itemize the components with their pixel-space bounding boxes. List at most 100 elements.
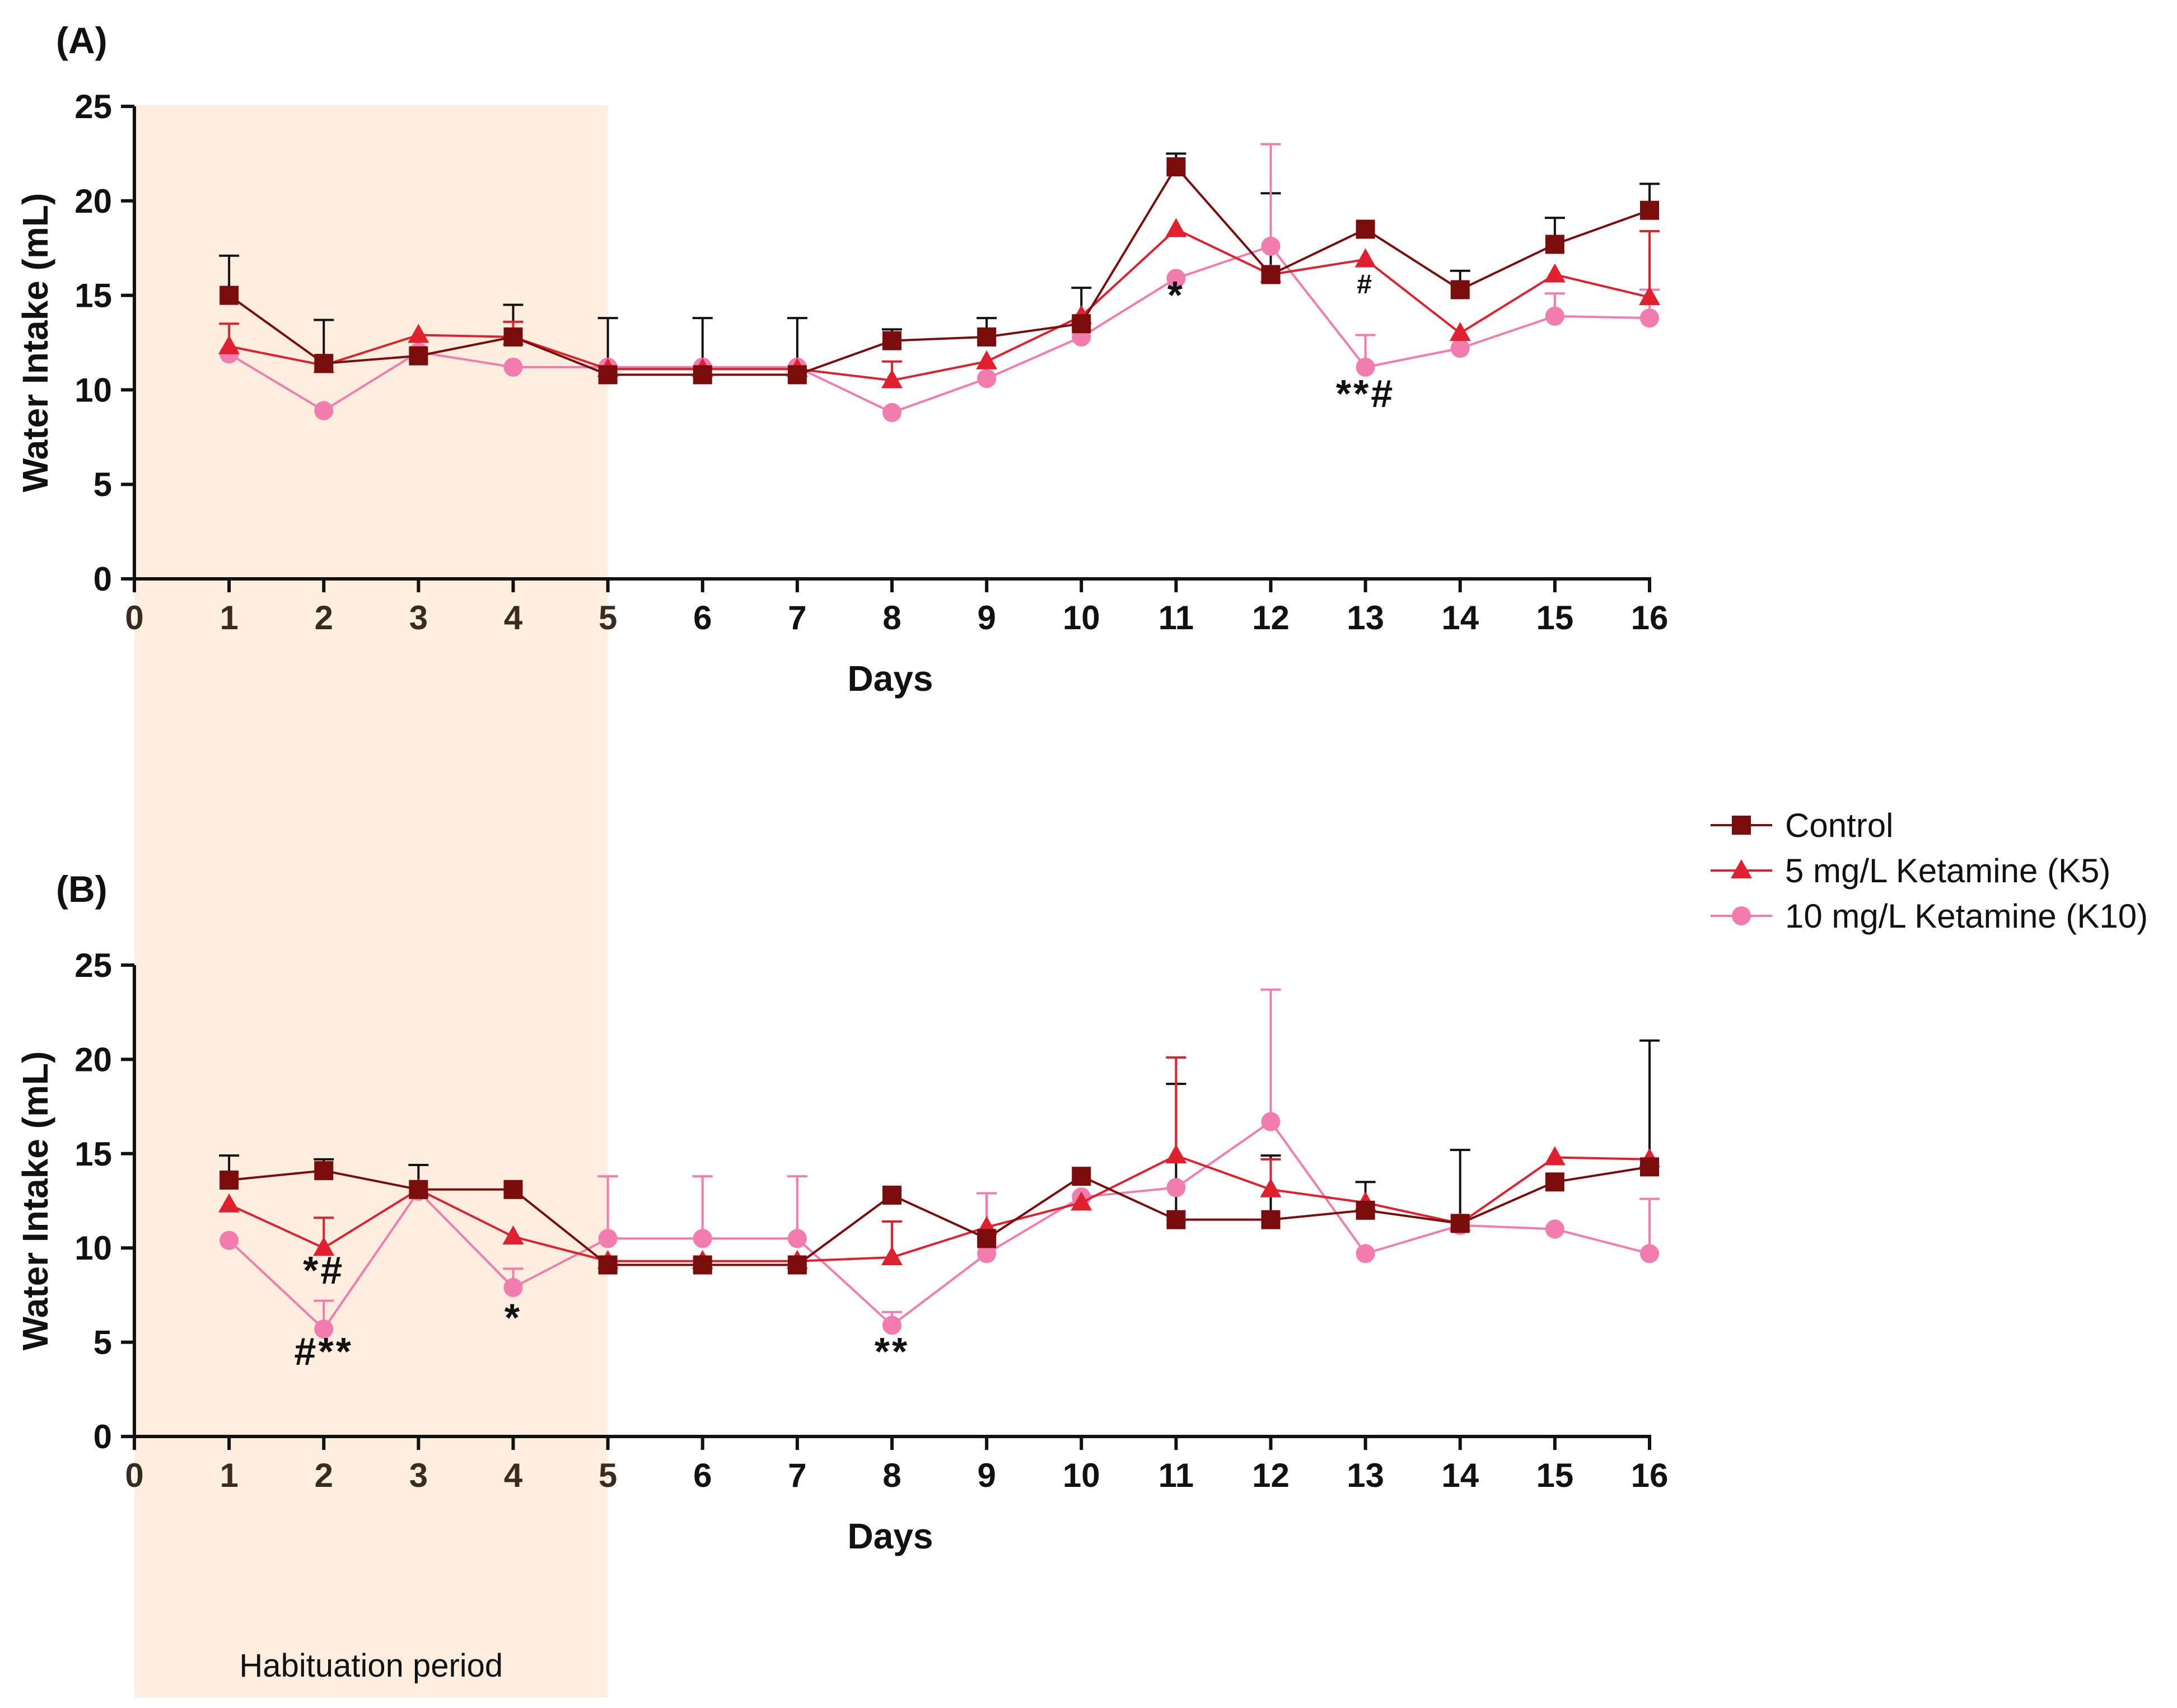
y-tick-label: 20 xyxy=(74,183,112,220)
data-point-control xyxy=(598,365,618,385)
x-tick-label: 8 xyxy=(882,599,901,637)
y-tick-label: 5 xyxy=(94,466,112,503)
x-tick-label: 9 xyxy=(977,599,996,637)
data-point-control xyxy=(1166,1210,1186,1229)
legend-label-k5: 5 mg/L Ketamine (K5) xyxy=(1785,852,2110,890)
x-tick-label: 4 xyxy=(504,599,523,637)
legend-marker-k5 xyxy=(1731,859,1752,878)
data-point-k10 xyxy=(882,403,901,422)
data-point-k10 xyxy=(1640,1244,1659,1264)
data-point-control xyxy=(787,1255,807,1275)
data-point-control xyxy=(1072,314,1091,334)
data-point-control xyxy=(882,1185,901,1205)
data-point-k10 xyxy=(1450,339,1470,358)
x-tick-label: 13 xyxy=(1347,1457,1384,1494)
data-point-k10 xyxy=(1261,1112,1281,1131)
x-tick-label: 3 xyxy=(409,599,428,637)
data-point-control xyxy=(787,365,807,385)
data-point-k5 xyxy=(218,335,240,354)
series-line-k5 xyxy=(228,228,1650,382)
y-tick-label: 5 xyxy=(94,1324,112,1361)
data-point-k10 xyxy=(1545,1219,1564,1239)
data-point-k10 xyxy=(1640,308,1659,328)
data-point-k5 xyxy=(408,324,429,343)
x-tick-label: 12 xyxy=(1252,599,1290,637)
significance-annotation: ** xyxy=(875,1330,909,1373)
x-axis-label: Days xyxy=(848,1516,933,1556)
x-tick-label: 2 xyxy=(315,1457,333,1494)
legend-label-control: Control xyxy=(1785,807,1893,844)
x-tick-label: 2 xyxy=(315,599,333,637)
significance-annotation: * xyxy=(504,1295,522,1339)
x-tick-label: 16 xyxy=(1631,599,1669,637)
x-axis-label: Days xyxy=(848,658,933,699)
habituation-label: Habituation period xyxy=(239,1648,503,1684)
data-point-k10 xyxy=(503,1278,523,1297)
data-point-control xyxy=(409,346,428,366)
data-point-control xyxy=(1545,1172,1564,1192)
data-point-control xyxy=(314,1161,334,1181)
data-point-k5 xyxy=(1544,263,1566,283)
data-point-control xyxy=(503,327,523,347)
data-point-k10 xyxy=(1166,269,1186,288)
series-line-k5 xyxy=(228,1154,1650,1262)
data-point-control xyxy=(693,1255,712,1275)
data-point-k10 xyxy=(1261,236,1281,256)
x-tick-label: 3 xyxy=(409,1457,428,1494)
x-tick-label: 0 xyxy=(125,1457,143,1494)
legend-marker-control xyxy=(1732,816,1751,835)
data-point-control xyxy=(1450,280,1470,300)
data-point-control xyxy=(219,286,239,305)
legend: Control 5 mg/L Ketamine (K5) 10 mg/L Ketam… xyxy=(1711,807,2148,935)
data-point-k10 xyxy=(219,1230,239,1250)
series-line-control xyxy=(228,165,1650,376)
y-tick-label: 25 xyxy=(74,88,112,125)
data-point-control xyxy=(693,365,712,385)
data-point-k5 xyxy=(502,1225,524,1244)
x-tick-label: 14 xyxy=(1441,1457,1479,1494)
x-tick-label: 5 xyxy=(599,599,617,637)
data-point-control xyxy=(1356,219,1375,239)
y-tick-label: 25 xyxy=(74,947,112,984)
x-tick-label: 11 xyxy=(1158,1457,1194,1494)
y-tick-label: 0 xyxy=(94,1418,112,1456)
y-tick-label: 20 xyxy=(74,1041,112,1078)
data-point-k10 xyxy=(503,357,523,377)
series-line-control xyxy=(228,1166,1650,1266)
x-tick-label: 12 xyxy=(1252,1457,1290,1494)
data-point-k10 xyxy=(977,369,997,389)
x-tick-label: 6 xyxy=(693,1457,712,1494)
y-tick-label: 15 xyxy=(74,1135,112,1173)
x-tick-label: 10 xyxy=(1063,1457,1100,1494)
data-point-k5 xyxy=(1165,1144,1187,1164)
legend-marker-k10 xyxy=(1732,906,1751,925)
x-tick-label: 9 xyxy=(977,1457,996,1494)
y-tick-label: 15 xyxy=(74,277,112,315)
data-point-control xyxy=(882,331,901,350)
habituation-shading-layer: Habituation period xyxy=(134,105,608,1697)
data-point-control xyxy=(598,1255,618,1275)
data-point-k5 xyxy=(1354,248,1376,268)
data-point-k5 xyxy=(881,369,903,389)
x-tick-label: 8 xyxy=(882,1457,901,1494)
x-tick-label: 4 xyxy=(504,1457,523,1494)
data-point-control xyxy=(1356,1200,1375,1220)
data-point-k5 xyxy=(1260,1178,1282,1197)
data-point-k10 xyxy=(977,1244,997,1264)
data-point-control xyxy=(409,1180,428,1199)
data-point-k10 xyxy=(314,1319,334,1339)
data-point-k5 xyxy=(1449,322,1471,341)
data-point-control xyxy=(977,327,997,347)
y-tick-label: 0 xyxy=(94,560,112,598)
x-tick-label: 1 xyxy=(219,599,238,637)
x-tick-label: 10 xyxy=(1063,599,1100,637)
y-tick-label: 10 xyxy=(74,371,112,409)
data-point-control xyxy=(1261,265,1281,284)
panel-label-a: (A) xyxy=(56,20,108,61)
data-point-k10 xyxy=(1356,1244,1375,1264)
data-point-k5 xyxy=(1639,286,1660,305)
data-point-control xyxy=(1450,1214,1470,1233)
data-point-control xyxy=(977,1229,997,1248)
x-tick-label: 5 xyxy=(599,1457,617,1494)
